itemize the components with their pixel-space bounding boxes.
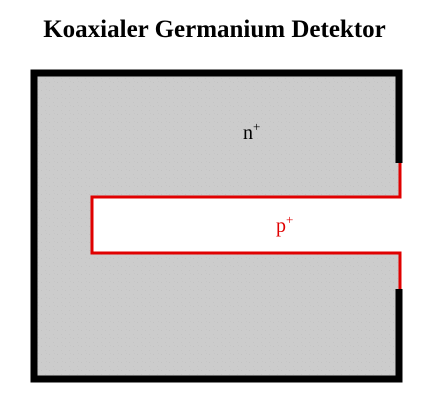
- n-label-base: n: [243, 122, 253, 144]
- n-label-sup: +: [253, 119, 261, 134]
- p-label-sup: +: [286, 212, 294, 227]
- bore-cavity: [92, 197, 405, 253]
- outer-n-contact: [30, 69, 403, 383]
- p-label-base: p: [276, 215, 286, 237]
- p-plus-label: p+: [276, 213, 293, 237]
- diagram-title: Koaxialer Germanium Detektor: [43, 16, 386, 43]
- inner-p-contact: [90, 163, 402, 289]
- n-plus-label: n+: [243, 120, 260, 144]
